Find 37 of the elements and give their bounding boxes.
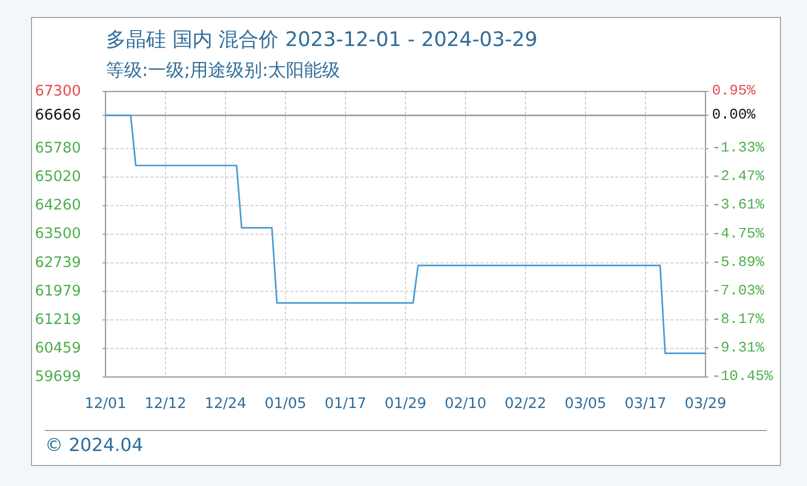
y-tick-label: 61979 — [34, 283, 81, 300]
y-tick-label: 65020 — [34, 169, 81, 186]
y-tick-label: 67300 — [34, 84, 81, 100]
x-tick-label: 01/05 — [264, 396, 306, 412]
x-tick-label: 12/12 — [144, 396, 186, 412]
y2-tick-label: -5.89% — [712, 254, 765, 271]
chart-subtitle: 等级:一级;用途级别:太阳能级 — [106, 60, 340, 81]
x-tick-label: 03/05 — [564, 396, 606, 412]
x-tick-label: 02/22 — [504, 396, 546, 412]
y-tick-label: 64260 — [34, 198, 81, 214]
y2-tick-label: -7.03% — [712, 283, 765, 300]
x-tick-label: 12/01 — [84, 396, 126, 412]
x-tick-label: 12/24 — [204, 396, 246, 412]
y2-tick-label: -10.45% — [712, 369, 774, 385]
y-tick-label: 65780 — [34, 140, 81, 157]
x-tick-label: 01/29 — [384, 396, 426, 412]
x-tick-label: 02/10 — [444, 396, 486, 412]
y2-tick-label: -1.33% — [712, 140, 765, 157]
y-tick-label: 66666 — [34, 107, 81, 124]
y2-tick-label: 0.00% — [712, 107, 756, 124]
y2-tick-label: -2.47% — [712, 169, 765, 186]
y2-tick-label: -9.31% — [712, 340, 765, 356]
x-tick-label: 01/17 — [324, 396, 366, 412]
x-tick-label: 03/29 — [684, 396, 726, 412]
y-tick-label: 62739 — [34, 254, 81, 271]
x-tick-label: 03/17 — [624, 396, 666, 412]
y2-tick-label: -8.17% — [712, 312, 765, 328]
y-tick-label: 61219 — [34, 312, 81, 328]
text: © 2024.04 — [45, 435, 144, 456]
y2-tick-label: 0.95% — [712, 84, 756, 100]
y-tick-label: 59699 — [34, 369, 81, 385]
y2-tick-label: -3.61% — [712, 198, 765, 214]
chart-title: 多晶硅 国内 混合价 2023-12-01 - 2024-03-29 — [106, 27, 538, 51]
y-tick-label: 60459 — [34, 340, 81, 356]
y2-tick-label: -4.75% — [712, 226, 765, 242]
y-tick-label: 63500 — [34, 226, 81, 242]
line-series — [104, 114, 706, 354]
